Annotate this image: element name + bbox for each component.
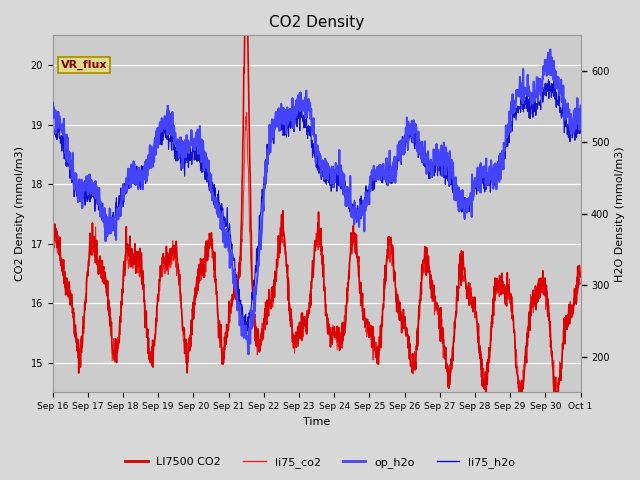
op_h2o [284, 115, 292, 121]
li75_co2 [90, 244, 97, 250]
li75_h2o [244, 331, 252, 337]
op_h2o [244, 351, 252, 357]
Title: CO2 Density: CO2 Density [269, 15, 364, 30]
Line: li75_co2: li75_co2 [52, 112, 580, 399]
li75_h2o [284, 120, 292, 126]
op_h2o [577, 103, 584, 108]
op_h2o [349, 215, 357, 220]
li75_h2o [539, 72, 547, 78]
li75_co2 [49, 265, 56, 271]
li75_co2 [273, 262, 281, 268]
LI7500 CO2 [294, 336, 301, 342]
li75_co2 [577, 281, 584, 287]
li75_co2 [243, 109, 250, 115]
li75_h2o [349, 203, 357, 208]
li75_co2 [349, 240, 357, 246]
LI7500 CO2 [349, 223, 357, 228]
op_h2o [49, 116, 56, 121]
li75_co2 [294, 324, 301, 329]
li75_h2o [294, 118, 301, 123]
op_h2o [90, 180, 97, 186]
op_h2o [273, 119, 281, 124]
li75_h2o [90, 194, 97, 200]
Text: VR_flux: VR_flux [61, 60, 107, 70]
Legend: LI7500 CO2, li75_co2, op_h2o, li75_h2o: LI7500 CO2, li75_co2, op_h2o, li75_h2o [121, 452, 519, 472]
li75_h2o [111, 215, 119, 221]
LI7500 CO2 [49, 245, 56, 251]
Y-axis label: H2O Density (mmol/m3): H2O Density (mmol/m3) [615, 146, 625, 282]
Line: li75_h2o: li75_h2o [52, 75, 580, 334]
Line: op_h2o: op_h2o [52, 49, 580, 354]
Y-axis label: CO2 Density (mmol/m3): CO2 Density (mmol/m3) [15, 146, 25, 281]
LI7500 CO2 [577, 274, 584, 280]
LI7500 CO2 [273, 258, 281, 264]
li75_co2 [551, 396, 559, 402]
LI7500 CO2 [90, 240, 97, 246]
li75_h2o [577, 126, 584, 132]
LI7500 CO2 [284, 297, 292, 302]
li75_h2o [49, 133, 56, 139]
op_h2o [547, 47, 554, 52]
Line: LI7500 CO2: LI7500 CO2 [52, 0, 580, 405]
li75_co2 [111, 359, 119, 365]
li75_co2 [284, 298, 292, 303]
op_h2o [294, 105, 301, 111]
LI7500 CO2 [515, 402, 523, 408]
LI7500 CO2 [111, 345, 119, 351]
X-axis label: Time: Time [303, 417, 330, 427]
li75_h2o [273, 118, 281, 123]
op_h2o [111, 224, 119, 229]
